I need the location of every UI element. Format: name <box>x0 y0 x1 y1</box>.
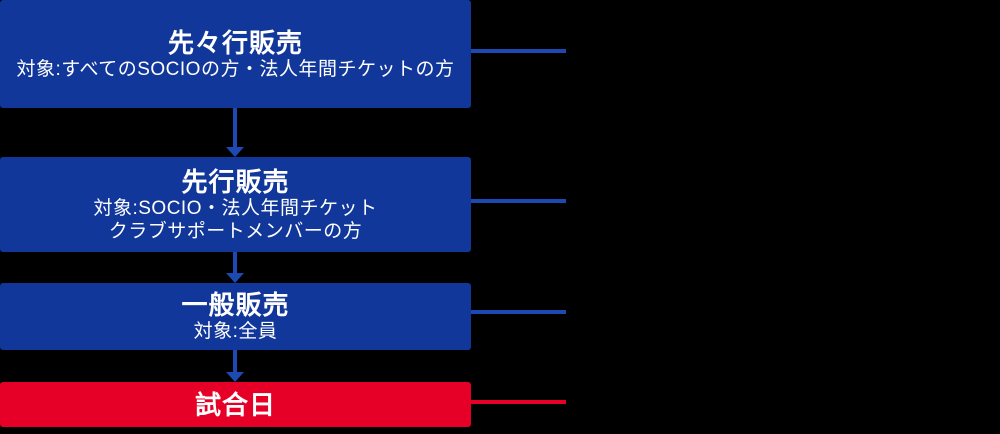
general-sale-box: 一般販売 対象:全員 <box>0 283 471 350</box>
down-arrow-icon <box>226 108 244 157</box>
stage-detail: クラブサポートメンバーの方 <box>108 220 363 242</box>
advance-sale-box: 先行販売 対象:SOCIO・法人年間チケット クラブサポートメンバーの方 <box>0 157 471 252</box>
arrow-stem <box>233 350 237 372</box>
stage-title: 一般販売 <box>181 290 290 320</box>
stage-detail: 対象:SOCIO・法人年間チケット <box>93 197 378 219</box>
arrow-head <box>226 273 244 283</box>
down-arrow-icon <box>226 252 244 283</box>
stage-title: 先々行販売 <box>167 27 303 58</box>
connector-line <box>471 49 566 53</box>
arrow-stem <box>233 108 237 147</box>
arrow-head <box>226 147 244 157</box>
match-day-box: 試合日 <box>0 382 471 427</box>
stage-detail: 対象:すべてのSOCIOの方・法人年間チケットの方 <box>16 58 455 80</box>
connector-line <box>471 400 566 404</box>
arrow-stem <box>233 252 237 273</box>
stage-title: 先行販売 <box>181 166 290 197</box>
connector-line <box>471 199 566 203</box>
pre-advance-sale-box: 先々行販売 対象:すべてのSOCIOの方・法人年間チケットの方 <box>0 0 471 108</box>
stage-detail: 対象:全員 <box>193 321 278 342</box>
stage-title: 試合日 <box>194 389 276 420</box>
arrow-head <box>226 372 244 382</box>
down-arrow-icon <box>226 350 244 382</box>
connector-line <box>471 310 566 314</box>
